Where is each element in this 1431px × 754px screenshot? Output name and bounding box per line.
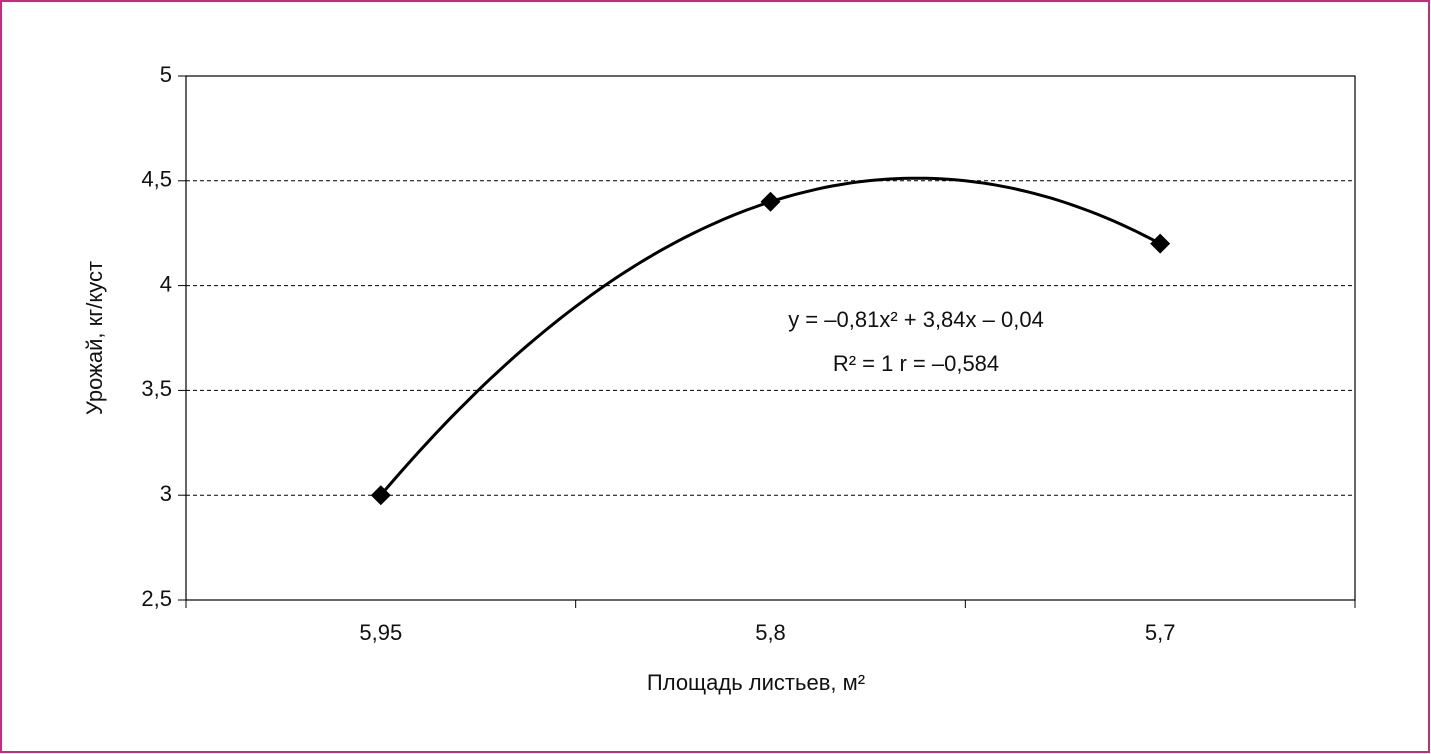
y-tick-label: 4,5 — [141, 167, 172, 192]
y-axis-label: Урожай, кг/куст — [82, 261, 107, 415]
y-tick-label: 3,5 — [141, 376, 172, 401]
y-tick-label: 5 — [160, 62, 172, 87]
plot-area — [185, 75, 1356, 601]
x-tick-label: 5,8 — [755, 620, 786, 645]
y-tick-label: 4 — [160, 271, 172, 296]
annotation: y = –0,81x² + 3,84x – 0,04 — [788, 307, 1044, 332]
y-tick-label: 3 — [160, 481, 172, 506]
marker — [760, 191, 781, 212]
x-tick-label: 5,95 — [359, 620, 402, 645]
x-tick-label: 5,7 — [1145, 620, 1176, 645]
annotation: R² = 1 r = –0,584 — [833, 351, 999, 376]
marker — [370, 485, 391, 506]
y-tick-label: 2,5 — [141, 586, 172, 611]
marker — [1150, 233, 1171, 254]
x-axis-label: Площадь листьев, м² — [647, 670, 865, 695]
trendline — [379, 176, 1161, 497]
